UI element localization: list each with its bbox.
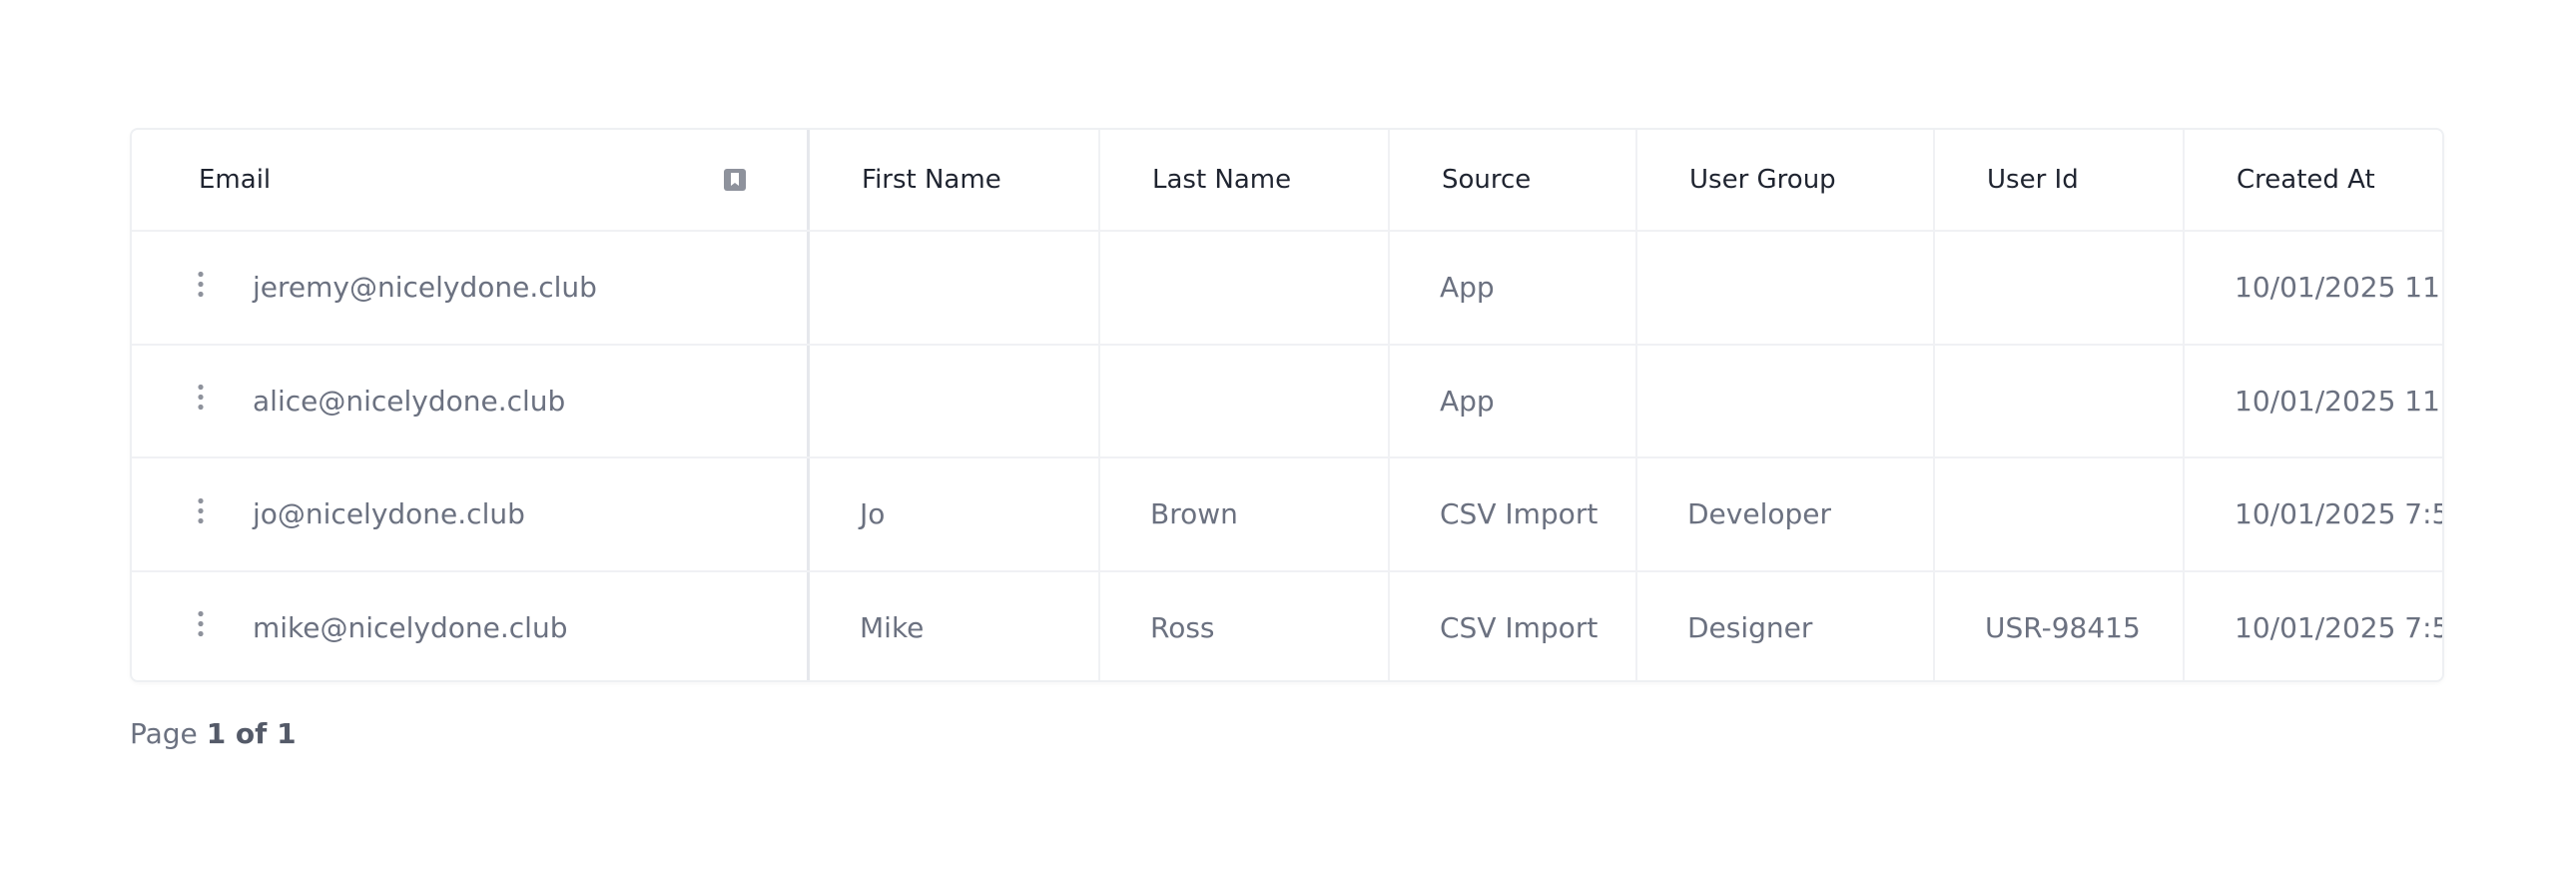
cell-text: jo@nicelydone.club (253, 497, 525, 531)
bookmark-icon[interactable] (723, 168, 747, 199)
cell-text: Mike (860, 610, 925, 644)
cell-text: mike@nicelydone.club (253, 610, 568, 644)
users-table: Email First Name Last Name Source User Group… (130, 128, 2444, 682)
column-header[interactable]: First Name (810, 130, 1100, 230)
column-header[interactable]: User Group (1637, 130, 1935, 230)
table-cell (1935, 232, 2185, 344)
row-menu[interactable] (198, 496, 204, 531)
column-header[interactable]: Source (1390, 130, 1637, 230)
header-label: First Name (862, 165, 1001, 195)
cell-text: jeremy@nicelydone.club (253, 271, 597, 305)
table-cell: USR-98415 (1935, 571, 2185, 680)
table-cell: 10/01/2025 7:57 (2185, 458, 2444, 570)
table-cell: Developer (1637, 458, 1935, 570)
pagination: Page 1 of 1 (130, 717, 297, 750)
cell-text: 10/01/2025 11:0 (2235, 384, 2444, 418)
table-cell: App (1390, 232, 1637, 344)
header-label: User Id (1987, 165, 2079, 195)
cell-text: USR-98415 (1985, 610, 2141, 644)
table-cell: Mike (810, 571, 1100, 680)
cell-text: CSV Import (1440, 497, 1599, 531)
table-cell: Brown (1100, 458, 1390, 570)
table-row: jo@nicelydone.club Jo Brown CSV Import Devel… (132, 458, 2444, 572)
column-header[interactable]: Last Name (1100, 130, 1390, 230)
cell-text: App (1440, 271, 1495, 305)
table-cell (1100, 232, 1390, 344)
table-cell: Ross (1100, 571, 1390, 680)
table-cell (1100, 345, 1390, 456)
table-cell: Jo (810, 458, 1100, 570)
table-cell: App (1390, 345, 1637, 456)
table-cell: jeremy@nicelydone.club (132, 232, 810, 344)
cell-text: Developer (1687, 497, 1832, 531)
table-cell: 10/01/2025 7:57 (2185, 572, 2444, 681)
table-cell: 10/01/2025 11:0 (2185, 232, 2444, 344)
cell-text: 10/01/2025 7:57 (2235, 610, 2444, 644)
cell-text: Brown (1150, 497, 1238, 531)
header-label: Email (199, 165, 272, 195)
cell-text: App (1440, 384, 1495, 418)
table-cell: CSV Import (1390, 571, 1637, 680)
table-cell: Designer (1637, 571, 1935, 680)
header-row: Email First Name Last Name Source User Group… (132, 130, 2442, 232)
cell-text: Ross (1150, 610, 1215, 644)
column-header[interactable]: User Id (1935, 130, 2185, 230)
page-prefix: Page (130, 717, 198, 750)
page-count: 1 of 1 (206, 717, 297, 750)
table-row: mike@nicelydone.club Mike Ross CSV Import De… (132, 571, 2444, 681)
header-label: Source (1442, 165, 1532, 195)
table-row: alice@nicelydone.club App 10/01/2025 11:0 (132, 345, 2444, 458)
cell-text: CSV Import (1440, 610, 1599, 644)
table-cell: alice@nicelydone.club (132, 345, 810, 456)
table-cell: 10/01/2025 11:0 (2185, 346, 2444, 457)
table-cell (810, 232, 1100, 344)
column-header[interactable]: Email (132, 130, 810, 230)
row-menu[interactable] (198, 610, 204, 645)
table-cell (1935, 458, 2185, 570)
table-cell: CSV Import (1390, 458, 1637, 570)
cell-text: Jo (860, 497, 886, 531)
cell-text: 10/01/2025 7:57 (2235, 497, 2444, 531)
cell-text: 10/01/2025 11:0 (2235, 271, 2444, 305)
cell-text: Designer (1687, 610, 1813, 644)
header-label: Created At (2237, 165, 2375, 195)
row-menu[interactable] (198, 384, 204, 419)
table-cell (810, 345, 1100, 456)
table-cell (1637, 232, 1935, 344)
column-header[interactable]: Created At (2185, 130, 2442, 230)
table-cell (1637, 345, 1935, 456)
table-cell: jo@nicelydone.club (132, 458, 810, 570)
header-label: Last Name (1152, 165, 1292, 195)
table-cell: mike@nicelydone.club (132, 571, 810, 680)
table-row: jeremy@nicelydone.club App 10/01/2025 11:0 (132, 232, 2444, 346)
header-label: User Group (1689, 165, 1836, 195)
table-cell (1935, 345, 2185, 456)
cell-text: alice@nicelydone.club (253, 384, 566, 418)
row-menu[interactable] (198, 270, 204, 305)
